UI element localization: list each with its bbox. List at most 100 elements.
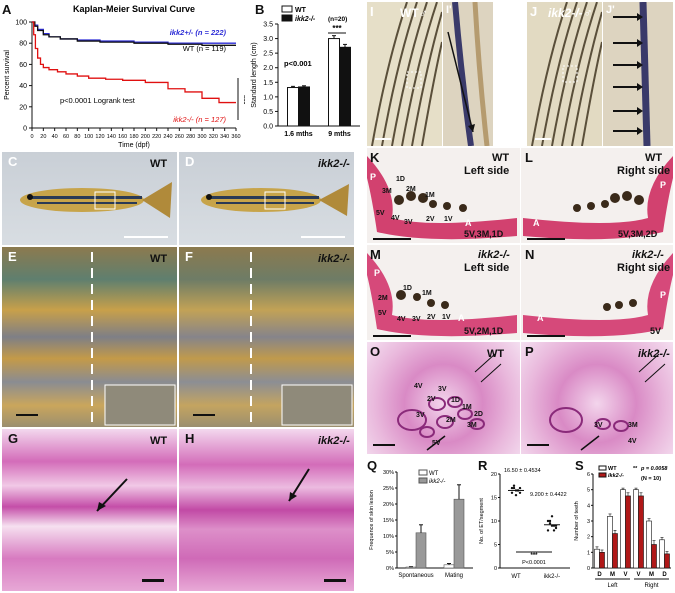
chart-s-ytick-label: 2 — [587, 535, 590, 541]
tooth-p-3m: 3M — [628, 422, 638, 429]
chart-a-xtick-label: 320 — [209, 134, 218, 140]
photo-histology-ikk2 — [179, 429, 354, 591]
panel-i-detail-label: I' — [446, 4, 452, 16]
chart-q-ytick-label: 20% — [383, 502, 394, 508]
chart-s-legend-1: ikk2-/- — [608, 473, 624, 479]
panel-label-n: N — [525, 247, 535, 262]
panel-f-tag: ikk2-/- — [318, 253, 350, 265]
chart-a-stat: p<0.0001 Logrank test — [60, 96, 136, 105]
panel-l-a: A — [533, 218, 540, 228]
chart-q-xtick-label: Spontaneous — [398, 573, 433, 579]
chart-a-xtick-label: 220 — [152, 134, 161, 140]
tooth-histology-ikk2-illustration — [527, 353, 666, 451]
panel-n-a: A — [537, 313, 544, 323]
tooth-k-3v: 3V — [404, 219, 413, 226]
chart-a-xtick-label: 240 — [163, 134, 172, 140]
chart-a-xtick-label: 200 — [141, 134, 150, 140]
chart-r-point — [518, 486, 522, 490]
chart-s-ylabel: Number of teeth — [574, 501, 580, 540]
chart-s-bar — [651, 544, 657, 569]
chart-s-bar — [625, 495, 631, 569]
skin-ikk2-illustration — [193, 252, 353, 426]
tooth-m-2m: 2M — [378, 295, 388, 302]
chart-s-legend-swatch-0 — [598, 465, 607, 471]
tooth-k-2v: 2V — [426, 216, 435, 223]
chart-q-ytick-label: 30% — [383, 470, 394, 476]
panel-label-q: Q — [367, 458, 378, 473]
chart-a-xtick-label: 260 — [175, 134, 184, 140]
chart-s-ytick-label: 1 — [587, 550, 590, 556]
panel-n-tag: ikk2-/- — [632, 249, 664, 261]
chart-a-legend-1: WT (n = 119) — [183, 44, 227, 53]
chart-b-ylabel: Standard length (cm) — [251, 42, 258, 107]
chart-a-ytick-label: 80 — [19, 41, 27, 48]
chart-r-xtick-label: WT — [511, 574, 521, 580]
panel-m-side: Left side — [464, 262, 510, 274]
standard-length-chart: 0.0 0.5 1.0 1.5 2.0 2.5 3.0 3.5 Standard length … — [251, 5, 360, 138]
tooth-k-1m: 1M — [425, 192, 435, 199]
chart-a-sig: *** — [239, 95, 245, 105]
chart-a-ytick-label: 40 — [19, 83, 27, 90]
teeth-ikk2-left-illustration — [367, 253, 517, 337]
chart-r-point — [510, 491, 514, 494]
tooth-o-4v: 4V — [414, 383, 423, 390]
chart-a-ytick-label: 100 — [15, 20, 27, 27]
panel-o-tag: WT — [487, 348, 505, 360]
chart-s-bar — [594, 548, 600, 569]
chart-q-legend-1: ikk2-/- — [429, 479, 445, 485]
chart-s-sig: ** — [633, 466, 638, 472]
photo-tooth-histology-wt — [367, 342, 520, 454]
panel-g-tag: WT — [150, 435, 168, 447]
chart-a-xtick-label: 0 — [30, 134, 33, 140]
photo-fin-ikk2-detail — [603, 2, 673, 146]
histology-wt-illustration — [96, 478, 164, 582]
panel-label-o: O — [370, 344, 381, 359]
chart-b-xtick-label: 1.6 mths — [284, 131, 313, 138]
chart-s-xtick-label: V — [636, 572, 640, 578]
chart-a-xtick-label: 40 — [52, 134, 58, 140]
chart-r-ko-value: 9.200 ± 0.4422 — [530, 492, 567, 498]
chart-r-point — [510, 486, 514, 490]
chart-q-bar — [415, 532, 427, 569]
tooth-k-1v: 1V — [444, 216, 453, 223]
panel-e-tag: WT — [150, 253, 168, 265]
panel-label-s: S — [575, 458, 584, 473]
chart-a-legend-0: ikk2+/- (n = 222) — [170, 28, 227, 37]
chart-s-bar — [607, 515, 613, 569]
chart-a-ytick-label: 0 — [23, 126, 27, 133]
panel-k-tag: WT — [492, 152, 510, 164]
chart-r-ylabel: No. of ET/segment — [479, 498, 485, 544]
chart-s-xtick-label: M — [610, 572, 615, 578]
panel-l-formula: 5V,3M,2D — [618, 229, 658, 239]
panel-c-tag: WT — [150, 158, 168, 170]
panel-l-p: P — [660, 180, 667, 190]
panel-label-a: A — [2, 2, 12, 17]
panel-l-side: Right side — [617, 165, 671, 177]
photo-tooth-histology-ikk2 — [521, 342, 673, 454]
chart-s-xtick-label: D — [662, 572, 667, 578]
fin-wt-detail-illustration — [447, 2, 490, 146]
tooth-p-3v: 3V — [594, 422, 603, 429]
tooth-histology-wt-illustration — [373, 353, 502, 451]
teeth-ikk2-right-illustration — [523, 253, 673, 337]
chart-r-ytick-label: 20 — [491, 472, 497, 478]
chart-q-ylabel: Frequence of skin lesion — [369, 490, 375, 550]
chart-r-point — [548, 522, 552, 525]
chart-a-xtick-label: 180 — [129, 134, 138, 140]
chart-s-xtick-label: M — [649, 572, 654, 578]
chart-b-ytick-label: 1.5 — [263, 80, 273, 87]
chart-s-bar — [599, 552, 605, 569]
photo-skin-ikk2 — [179, 247, 354, 427]
chart-s-xtick-label: D — [597, 572, 602, 578]
chart-s-bar — [659, 539, 665, 569]
panel-n-side: Right side — [617, 262, 671, 274]
chart-r-ytick-label: 10 — [491, 519, 497, 525]
panel-k-p: P — [370, 172, 377, 182]
panel-i-tag: WT♂ — [400, 6, 428, 20]
chart-a-xlabel: Time (dpf) — [118, 142, 150, 149]
panel-label-i: I — [370, 4, 374, 19]
chart-s-bar — [612, 533, 618, 569]
tooth-o-2d: 2D — [474, 411, 483, 418]
chart-r-point — [554, 526, 558, 530]
photo-teeth-wt-right — [521, 148, 673, 243]
